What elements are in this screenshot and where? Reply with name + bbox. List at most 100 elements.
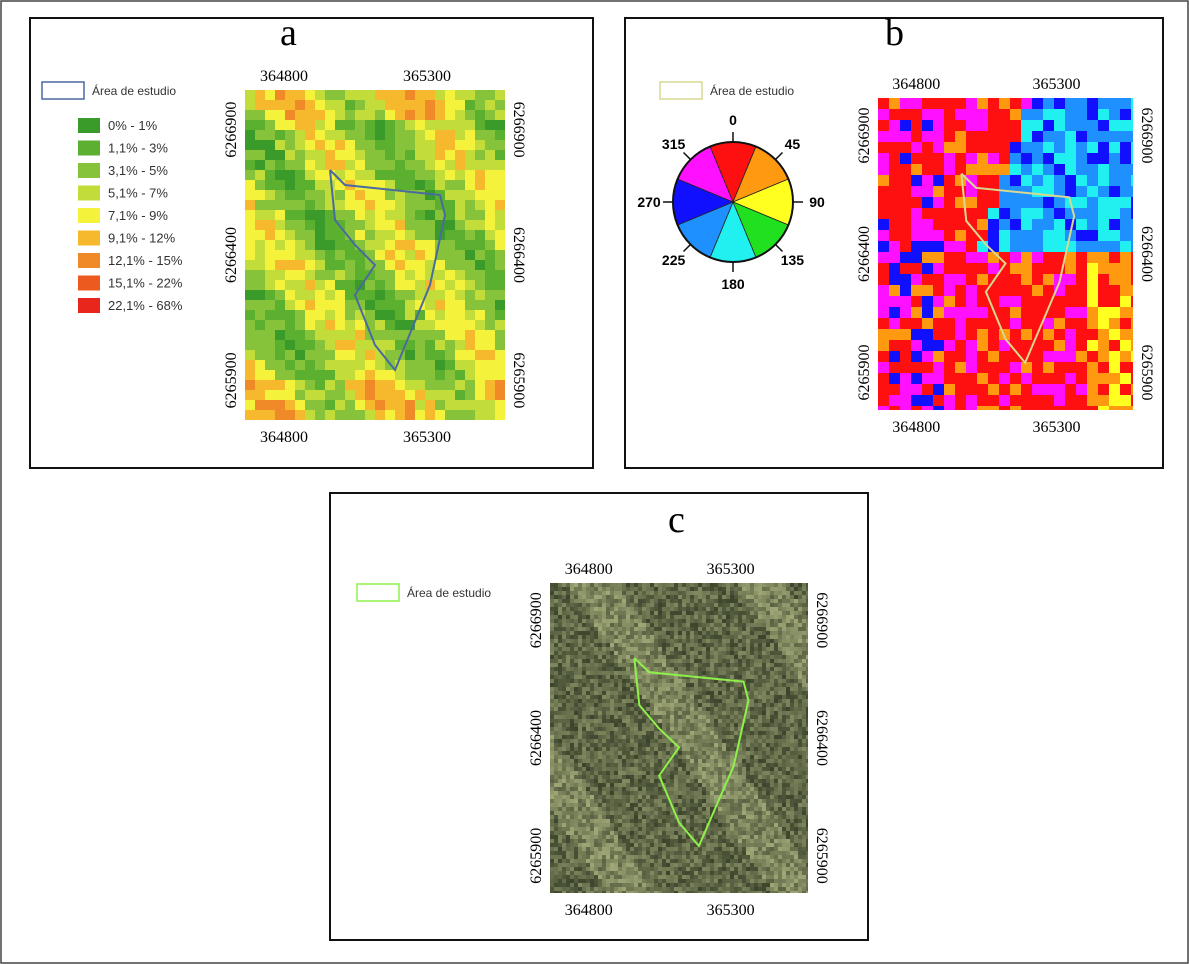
raster-cell — [698, 723, 702, 727]
raster-cell — [594, 647, 598, 651]
raster-cell — [626, 775, 630, 779]
raster-cell — [574, 787, 578, 791]
raster-cell — [778, 675, 782, 679]
raster-cell — [650, 779, 654, 783]
raster-cell — [766, 699, 770, 703]
class-swatch — [78, 231, 100, 246]
raster-cell — [766, 731, 770, 735]
raster-cell — [714, 703, 718, 707]
raster-cell — [686, 727, 690, 731]
raster-cell — [562, 723, 566, 727]
raster-cell — [495, 220, 505, 230]
raster-cell — [758, 667, 762, 671]
raster-cell — [566, 735, 570, 739]
raster-cell — [558, 623, 562, 627]
raster-cell — [658, 611, 662, 615]
raster-cell — [562, 659, 566, 663]
raster-cell — [285, 100, 295, 110]
raster-cell — [642, 603, 646, 607]
raster-cell — [778, 623, 782, 627]
raster-cell — [1120, 131, 1131, 142]
raster-cell — [634, 723, 638, 727]
raster-cell — [602, 691, 606, 695]
raster-cell — [798, 739, 802, 743]
raster-cell — [762, 603, 766, 607]
raster-cell — [1043, 241, 1054, 252]
raster-cell — [405, 290, 415, 300]
raster-cell — [582, 675, 586, 679]
raster-cell — [495, 190, 505, 200]
raster-cell — [1043, 131, 1054, 142]
raster-cell — [425, 150, 435, 160]
raster-cell — [754, 675, 758, 679]
raster-cell — [606, 627, 610, 631]
raster-cell — [1010, 384, 1021, 395]
raster-cell — [554, 663, 558, 667]
raster-cell — [606, 767, 610, 771]
raster-cell — [1076, 296, 1087, 307]
raster-cell — [726, 623, 730, 627]
raster-cell — [646, 699, 650, 703]
raster-cell — [554, 771, 558, 775]
raster-cell — [650, 627, 654, 631]
raster-cell — [666, 679, 670, 683]
raster-cell — [445, 180, 455, 190]
raster-cell — [686, 739, 690, 743]
raster-cell — [738, 611, 742, 615]
raster-cell — [710, 591, 714, 595]
raster-cell — [554, 687, 558, 691]
raster-cell — [686, 783, 690, 787]
raster-cell — [933, 120, 944, 131]
raster-cell — [325, 290, 335, 300]
raster-cell — [718, 635, 722, 639]
raster-cell — [606, 655, 610, 659]
raster-cell — [654, 583, 658, 587]
raster-cell — [1032, 241, 1043, 252]
raster-cell — [562, 747, 566, 751]
raster-cell — [586, 671, 590, 675]
raster-cell — [790, 627, 794, 631]
raster-cell — [614, 611, 618, 615]
raster-cell — [562, 583, 566, 587]
raster-cell — [746, 767, 750, 771]
raster-cell — [285, 410, 295, 420]
raster-cell — [445, 230, 455, 240]
raster-cell — [758, 683, 762, 687]
raster-cell — [598, 623, 602, 627]
raster-cell — [578, 715, 582, 719]
raster-cell — [730, 583, 734, 587]
raster-cell — [578, 699, 582, 703]
raster-cell — [475, 130, 485, 140]
raster-map — [245, 90, 505, 420]
raster-cell — [554, 647, 558, 651]
raster-cell — [730, 611, 734, 615]
raster-cell — [550, 759, 554, 763]
raster-cell — [758, 663, 762, 667]
raster-cell — [582, 623, 586, 627]
raster-cell — [325, 220, 335, 230]
raster-cell — [911, 263, 922, 274]
raster-cell — [878, 351, 889, 362]
raster-cell — [762, 639, 766, 643]
raster-cell — [385, 90, 395, 100]
raster-cell — [666, 687, 670, 691]
raster-cell — [802, 703, 806, 707]
raster-cell — [754, 763, 758, 767]
raster-cell — [365, 400, 375, 410]
raster-cell — [610, 699, 614, 703]
raster-cell — [762, 771, 766, 775]
raster-cell — [738, 771, 742, 775]
raster-cell — [285, 140, 295, 150]
raster-cell — [554, 767, 558, 771]
raster-cell — [295, 150, 305, 160]
raster-cell — [445, 100, 455, 110]
raster-cell — [558, 731, 562, 735]
raster-cell — [590, 587, 594, 591]
raster-cell — [770, 711, 774, 715]
raster-cell — [365, 100, 375, 110]
raster-cell — [794, 663, 798, 667]
raster-cell — [570, 643, 574, 647]
raster-cell — [955, 252, 966, 263]
raster-cell — [806, 667, 808, 671]
raster-cell — [730, 787, 734, 791]
